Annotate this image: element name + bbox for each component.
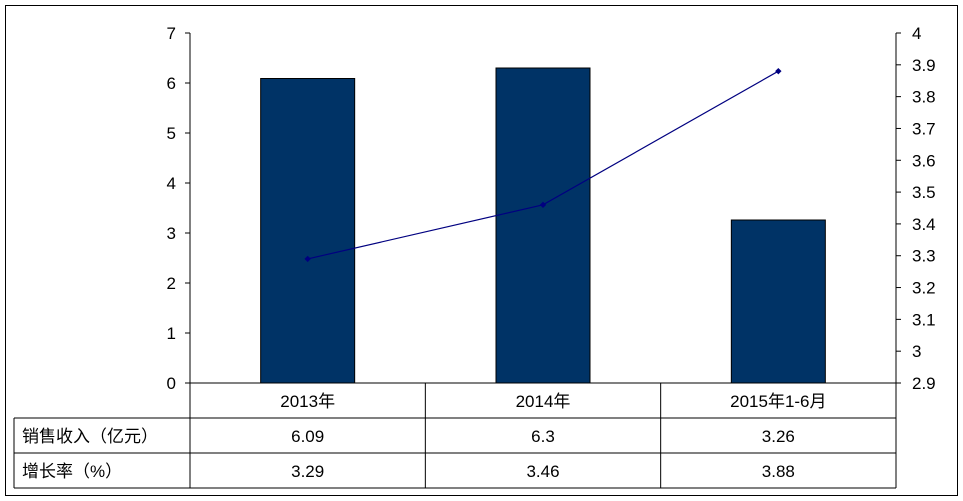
axes-group: 0 1 2 3 4 5 6 7 2.9 3 3.1 3.2 3.3 3.4 3.5 3.6 3.7 3.8 3.9 4 <box>167 24 936 393</box>
left-tick-label-6: 6 <box>167 74 176 93</box>
left-tick-label-4: 4 <box>167 174 176 193</box>
right-tick-label-9: 3.8 <box>912 88 936 107</box>
left-tick-label-0: 0 <box>167 374 176 393</box>
left-tick-label-3: 3 <box>167 224 176 243</box>
growth-point-1 <box>539 201 547 209</box>
left-tick-label-5: 5 <box>167 124 176 143</box>
value-label-sales-0: 6.09 <box>291 427 324 446</box>
bar-1 <box>495 67 591 384</box>
value-label-growth-1: 3.46 <box>526 462 559 481</box>
category-label-1: 2014年 <box>516 392 571 411</box>
category-label-2: 2015年1-6月 <box>730 392 826 411</box>
value-label-sales-1: 6.3 <box>531 427 555 446</box>
value-label-growth-0: 3.29 <box>291 462 324 481</box>
growth-point-0 <box>304 255 311 263</box>
right-tick-label-0: 2.9 <box>912 374 936 393</box>
value-label-growth-2: 3.88 <box>762 462 795 481</box>
right-tick-label-7: 3.6 <box>912 151 936 170</box>
bar-2 <box>730 219 826 384</box>
bars-group <box>260 67 826 384</box>
growth-point-2 <box>775 67 782 75</box>
left-tick-label-2: 2 <box>167 274 176 293</box>
value-label-sales-2: 3.26 <box>762 427 795 446</box>
right-tick-label-2: 3.1 <box>912 310 936 329</box>
category-label-0: 2013年 <box>280 392 335 411</box>
series-name-growth: 增长率（%） <box>22 462 122 481</box>
right-tick-label-11: 4 <box>912 24 921 43</box>
left-tick-label-7: 7 <box>167 24 176 43</box>
right-tick-label-6: 3.5 <box>912 183 936 202</box>
right-tick-label-8: 3.7 <box>912 119 936 138</box>
right-tick-label-3: 3.2 <box>912 279 936 298</box>
series-name-sales: 销售收入（亿元） <box>22 427 158 446</box>
right-tick-label-5: 3.4 <box>912 215 936 234</box>
right-tick-label-1: 3 <box>912 342 921 361</box>
line-series-group <box>304 67 782 263</box>
right-tick-label-4: 3.3 <box>912 247 936 266</box>
left-tick-label-1: 1 <box>167 324 176 343</box>
right-tick-label-10: 3.9 <box>912 56 936 75</box>
bar-0 <box>260 78 356 384</box>
